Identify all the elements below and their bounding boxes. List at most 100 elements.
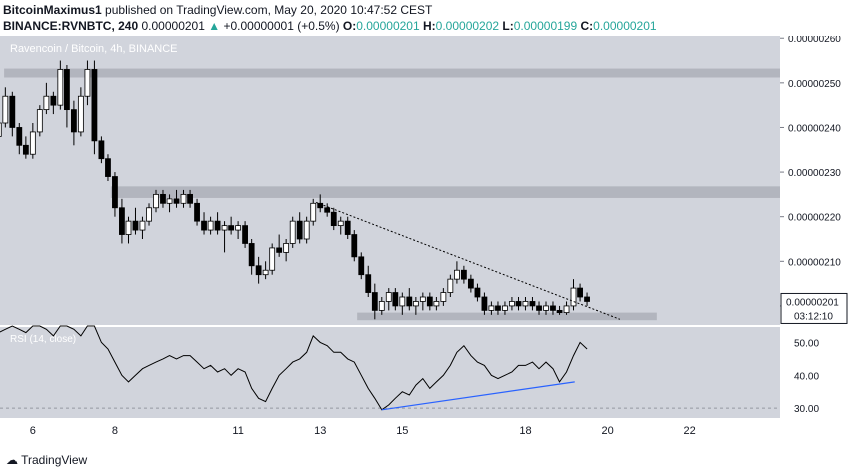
candle-body xyxy=(16,127,23,146)
close-label: C: xyxy=(580,19,594,33)
change-text: +0.00000001 (+0.5%) xyxy=(223,19,340,33)
date-tick-label: 13 xyxy=(314,425,326,437)
candle-body xyxy=(495,305,501,311)
candle-body xyxy=(522,301,529,307)
date-tick-label: 20 xyxy=(601,425,613,437)
candle-body xyxy=(378,301,385,311)
close-value: 0.00000201 xyxy=(593,19,657,33)
author-name[interactable]: BitcoinMaximus1 xyxy=(3,3,102,17)
candle-body xyxy=(98,140,105,160)
price-tick-label: 0.00000250 xyxy=(788,79,841,90)
candle-body xyxy=(207,220,214,231)
candle-body xyxy=(269,247,276,271)
candle-body xyxy=(399,296,406,307)
zones-layer xyxy=(4,68,780,321)
date-tick-label: 6 xyxy=(30,425,36,437)
candle-body xyxy=(119,207,125,235)
last-price-tag xyxy=(780,292,848,324)
candle-body xyxy=(248,243,255,267)
candle-body xyxy=(112,176,118,209)
candle-body xyxy=(406,296,413,307)
tradingview-cloud-icon: ☁ xyxy=(6,453,18,467)
candle-body xyxy=(166,198,173,204)
candle-body xyxy=(214,220,221,231)
candle-body xyxy=(221,225,228,231)
rsi-layer xyxy=(0,325,780,411)
chart-pane-background xyxy=(0,36,780,418)
candle-body xyxy=(160,193,166,204)
published-text: published on TradingView.com, May 20, 20… xyxy=(105,3,433,17)
rsi-title: RSI (14, close) xyxy=(10,334,76,345)
candle-body xyxy=(228,225,235,231)
candle-body xyxy=(324,207,331,213)
candle-body xyxy=(9,95,16,128)
symbol-label[interactable]: BINANCE:RVNBTC, 240 xyxy=(3,19,139,33)
candle-body xyxy=(57,69,64,106)
candle-body xyxy=(235,225,242,231)
candle-body xyxy=(330,211,337,227)
price-chart[interactable]: 0.00000260 0.00000250 0.00000240 0.00000230… xyxy=(0,36,850,450)
candle-body xyxy=(201,220,207,231)
candle-body xyxy=(242,225,248,244)
rsi-tick-label: 40.00 xyxy=(794,371,819,382)
candle-body xyxy=(447,278,454,293)
footer: ☁ TradingView xyxy=(0,450,850,471)
price-axis-background[interactable] xyxy=(780,36,850,450)
candle-body xyxy=(2,95,9,124)
time-axis-background xyxy=(0,418,850,450)
candle-body xyxy=(577,287,583,298)
rsi-line xyxy=(0,325,588,411)
candle-body xyxy=(153,193,159,209)
chart-title: Ravencoin / Bitcoin, 4h, BINANCE xyxy=(10,43,178,55)
candle-body xyxy=(146,207,152,222)
candle-body xyxy=(337,220,344,227)
candle-body xyxy=(180,193,187,204)
candle-body xyxy=(365,274,372,293)
tradingview-logo[interactable]: ☁ TradingView xyxy=(6,453,87,467)
rsi-axis: 50.00 40.00 30.00 xyxy=(794,338,819,415)
price-tick-label: 0.00000220 xyxy=(788,213,841,224)
candle-body xyxy=(289,220,296,244)
candle-body xyxy=(419,296,426,302)
date-tick-label: 11 xyxy=(232,425,243,437)
candle-body xyxy=(317,202,324,209)
candle-body xyxy=(50,95,57,106)
candle-body xyxy=(296,220,303,240)
candle-body xyxy=(310,202,317,222)
price-tick-label: 0.00000260 xyxy=(788,36,841,45)
candle-body xyxy=(550,305,556,311)
candle-body xyxy=(262,269,269,276)
candle-body xyxy=(125,220,132,235)
resistance-zone-0 xyxy=(4,68,780,78)
price-tick-label: 0.00000210 xyxy=(788,257,841,268)
symbol-line: BINANCE:RVNBTC, 240 0.00000201 ▲ +0.0000… xyxy=(3,19,657,33)
candle-body xyxy=(255,265,262,276)
candle-body xyxy=(187,193,193,204)
low-label: L: xyxy=(502,19,514,33)
candle-body xyxy=(584,296,590,302)
candle-body xyxy=(276,247,283,253)
support-zone-0 xyxy=(357,312,657,321)
open-value: 0.00000201 xyxy=(356,19,420,33)
last-price-label: 0.00000201 xyxy=(786,297,839,308)
rsi-divergence-line xyxy=(381,381,575,411)
price-tick-label: 0.00000230 xyxy=(788,168,841,179)
candle-body xyxy=(22,144,29,155)
candle-body xyxy=(105,158,111,177)
price-tick-label: 0.00000240 xyxy=(788,123,841,134)
candle-body xyxy=(77,95,84,133)
resistance-zone-1 xyxy=(110,186,780,198)
candle-body xyxy=(556,309,563,314)
candle-body xyxy=(91,69,98,142)
candle-body xyxy=(412,301,419,307)
time-axis: 6 8 11 13 15 18 20 22 xyxy=(30,425,696,437)
candle-body xyxy=(0,122,2,137)
high-label: H: xyxy=(423,19,436,33)
rsi-tick-label: 50.00 xyxy=(794,338,819,349)
candle-body xyxy=(467,278,474,289)
candle-body xyxy=(563,305,570,314)
publish-line: BitcoinMaximus1 published on TradingView… xyxy=(3,3,432,17)
candle-body xyxy=(173,198,180,204)
low-value: 0.00000199 xyxy=(513,19,578,33)
candle-body xyxy=(283,243,290,253)
